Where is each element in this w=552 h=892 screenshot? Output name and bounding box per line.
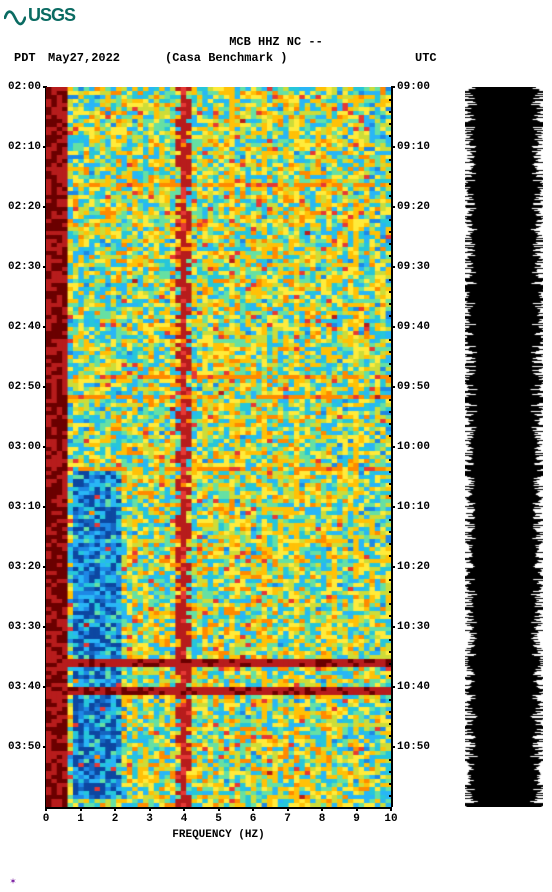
- x-tick: 7: [278, 813, 298, 825]
- x-tick: 10: [381, 813, 401, 825]
- x-tick: 2: [105, 813, 125, 825]
- y-tick-right: 09:50: [397, 381, 437, 393]
- y-tick-left: 02:50: [3, 381, 41, 393]
- y-tick-left: 03:50: [3, 741, 41, 753]
- usgs-wave-icon: [4, 4, 26, 26]
- usgs-logo: USGS: [4, 4, 75, 26]
- y-tick-right: 10:30: [397, 621, 437, 633]
- y-tick-left: 02:00: [3, 81, 41, 93]
- x-tick: 1: [71, 813, 91, 825]
- x-axis: FREQUENCY (HZ) 012345678910: [46, 807, 391, 849]
- y-tick-left: 03:00: [3, 441, 41, 453]
- y-tick-right: 10:00: [397, 441, 437, 453]
- y-tick-left: 03:30: [3, 621, 41, 633]
- waveform-plot: [465, 87, 543, 807]
- spectrogram-canvas: [46, 87, 391, 807]
- y-tick-right: 09:00: [397, 81, 437, 93]
- y-tick-left: 02:30: [3, 261, 41, 273]
- station-name: (Casa Benchmark ): [165, 51, 287, 65]
- x-tick: 6: [243, 813, 263, 825]
- x-axis-label: FREQUENCY (HZ): [46, 829, 391, 841]
- y-tick-right: 09:30: [397, 261, 437, 273]
- x-tick: 4: [174, 813, 194, 825]
- y-tick-right: 10:40: [397, 681, 437, 693]
- usgs-text: USGS: [28, 5, 75, 26]
- y-tick-left: 02:20: [3, 201, 41, 213]
- spectrogram-plot: [46, 87, 391, 807]
- y-axis-right: 09:0009:1009:2009:3009:4009:5010:0010:10…: [391, 87, 437, 807]
- y-tick-left: 03:10: [3, 501, 41, 513]
- plot-title: MCB HHZ NC --: [0, 35, 552, 49]
- y-tick-left: 02:10: [3, 141, 41, 153]
- x-tick: 5: [209, 813, 229, 825]
- y-axis-left: 02:0002:1002:2002:3002:4002:5003:0003:10…: [3, 87, 47, 807]
- y-tick-right: 10:20: [397, 561, 437, 573]
- y-tick-right: 10:50: [397, 741, 437, 753]
- right-tz-label: UTC: [415, 51, 437, 65]
- marker-icon: ✶: [10, 876, 16, 888]
- y-tick-right: 09:10: [397, 141, 437, 153]
- x-tick: 9: [347, 813, 367, 825]
- y-tick-left: 02:40: [3, 321, 41, 333]
- y-tick-right: 09:20: [397, 201, 437, 213]
- waveform-canvas: [465, 87, 543, 807]
- y-tick-right: 09:40: [397, 321, 437, 333]
- x-tick: 0: [36, 813, 56, 825]
- y-tick-right: 10:10: [397, 501, 437, 513]
- y-tick-left: 03:40: [3, 681, 41, 693]
- x-tick: 8: [312, 813, 332, 825]
- left-tz-label: PDT: [14, 51, 36, 65]
- date-label: May27,2022: [48, 51, 120, 65]
- y-tick-left: 03:20: [3, 561, 41, 573]
- x-tick: 3: [140, 813, 160, 825]
